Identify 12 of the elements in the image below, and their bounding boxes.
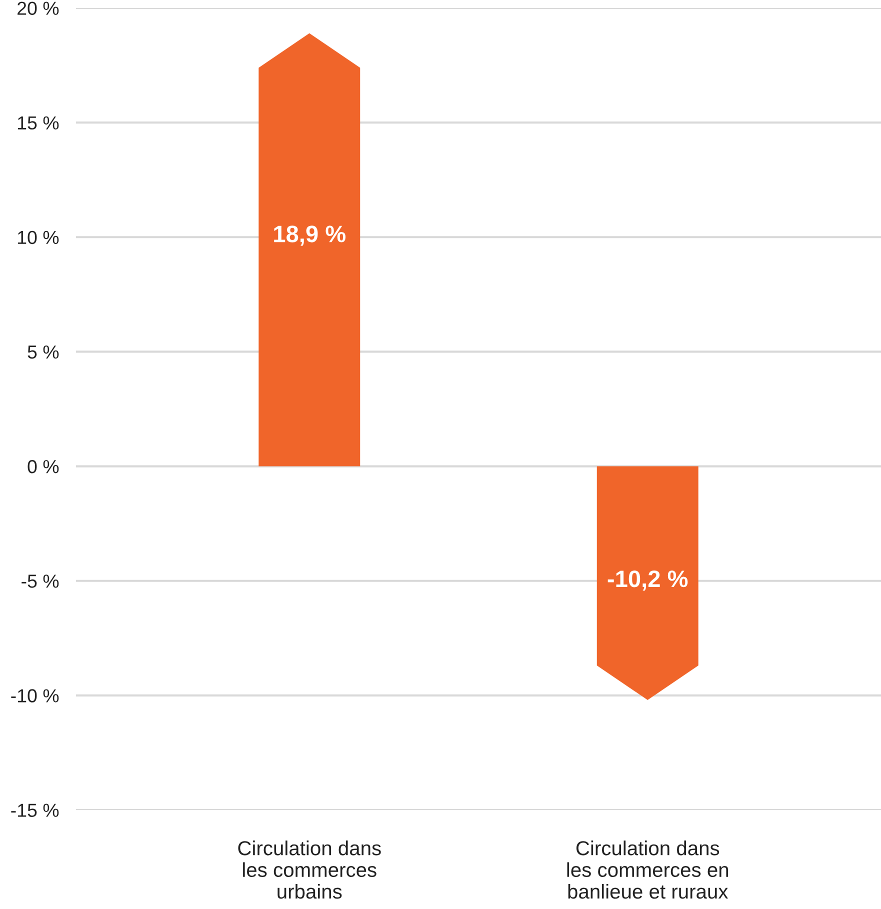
x-tick-label: Circulation dans les commerces en banlieue et ruraux — [567, 840, 728, 899]
y-tick-label: 10 % — [18, 230, 59, 244]
y-tick-label: 15 % — [18, 116, 59, 130]
y-tick-label: 0 % — [28, 460, 59, 474]
data-label: 18,9 % — [274, 226, 346, 246]
x-tick-label: Circulation dans les commerces urbains — [238, 840, 381, 899]
y-tick-label: -5 % — [22, 574, 59, 588]
data-label: -10,2 % — [608, 570, 688, 591]
y-tick-label: -15 % — [11, 804, 59, 817]
y-tick-label: -10 % — [11, 689, 59, 702]
y-tick-label: 20 % — [18, 2, 59, 15]
y-tick-label: 5 % — [28, 345, 59, 359]
